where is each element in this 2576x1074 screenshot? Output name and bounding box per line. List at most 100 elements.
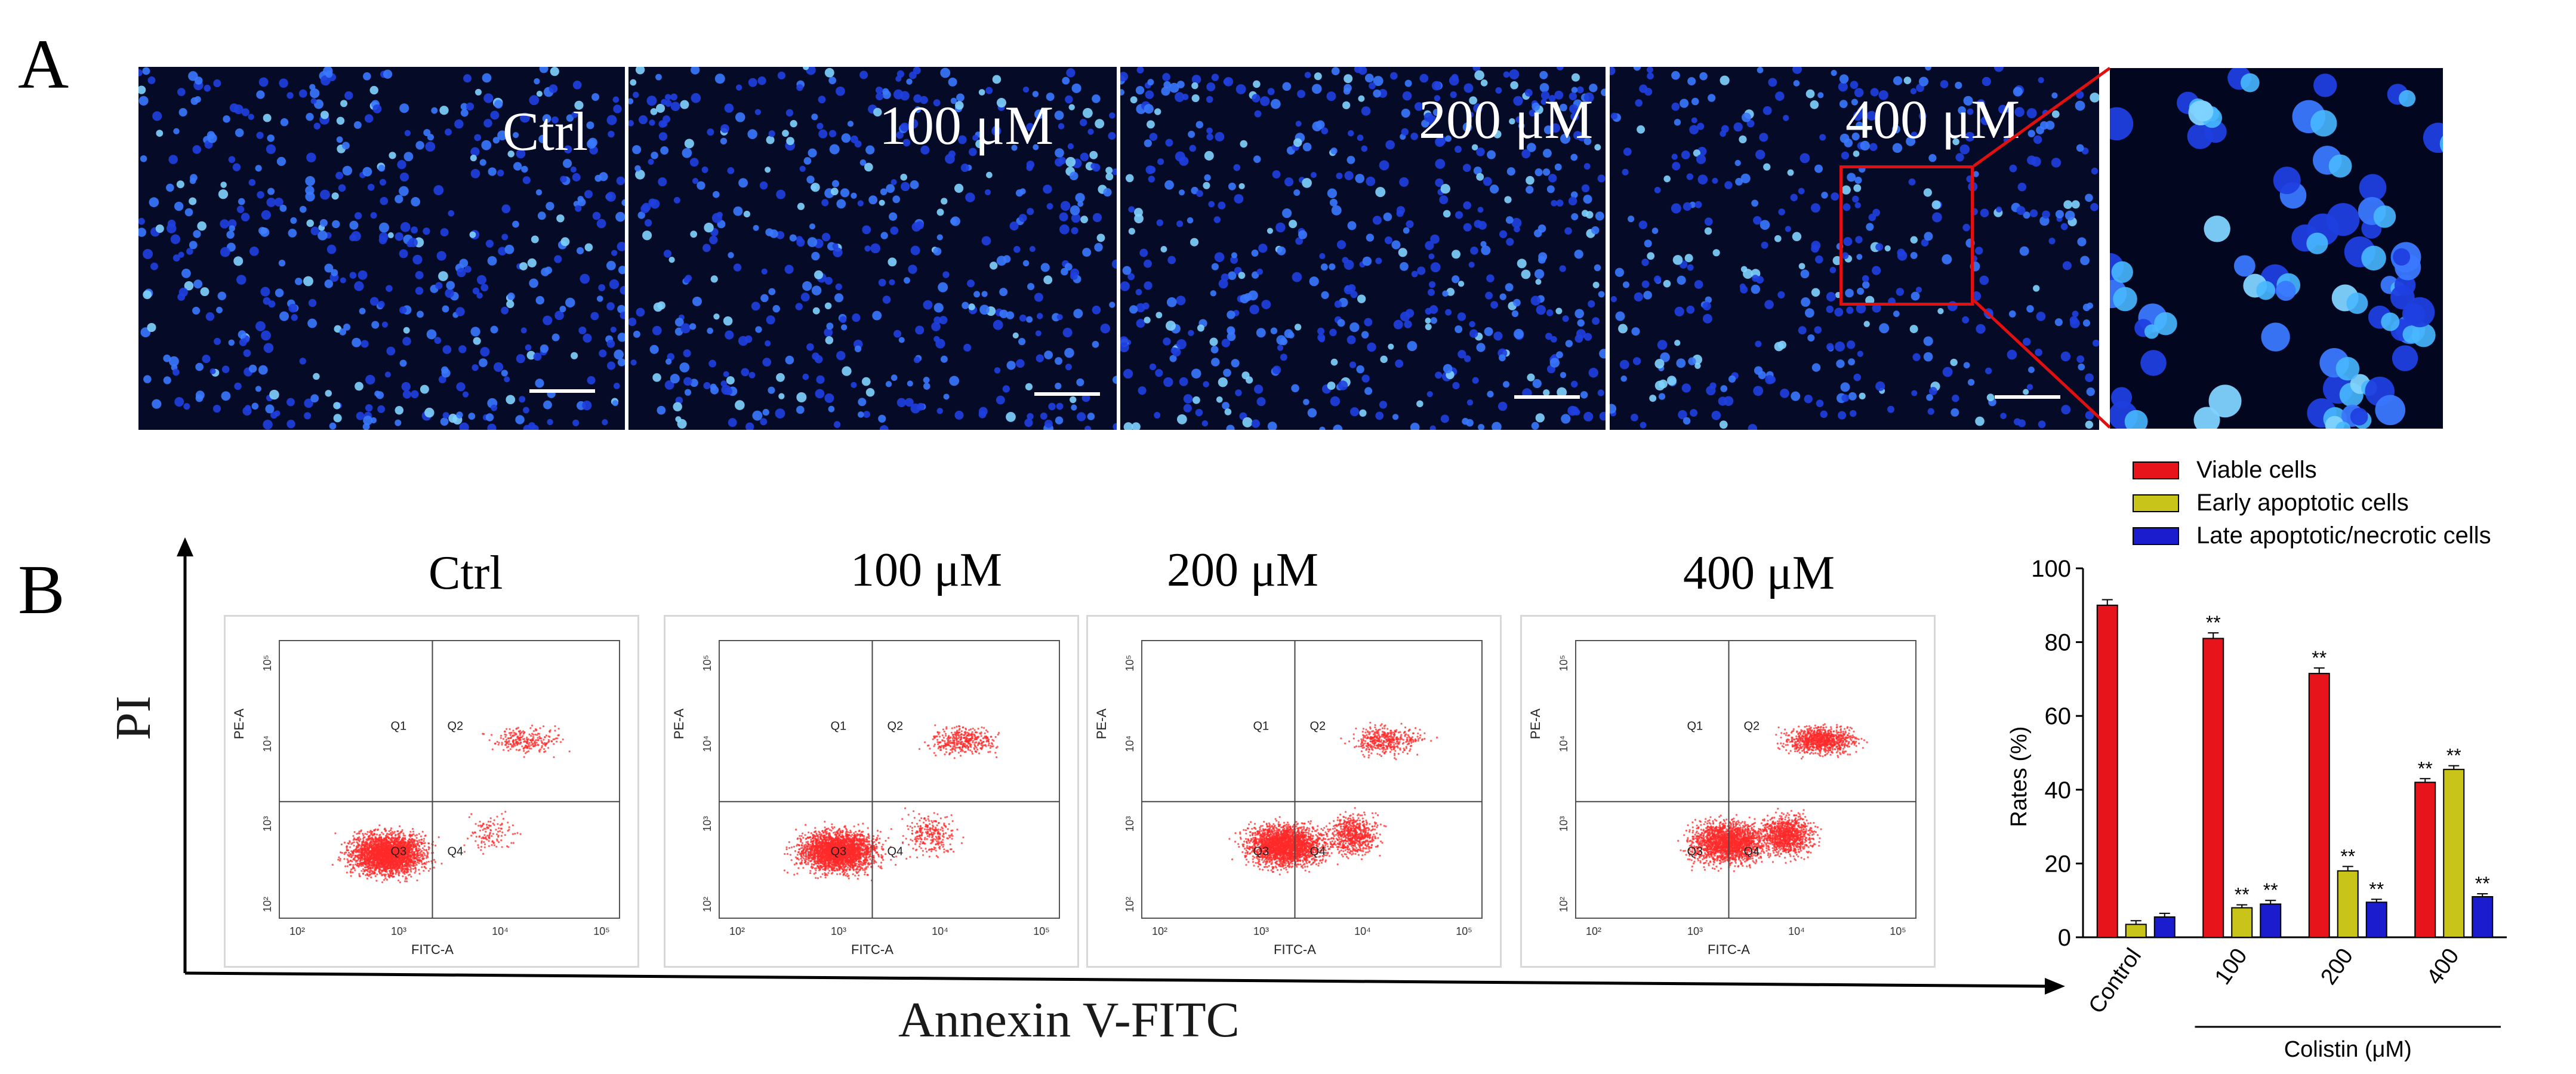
event-dot — [411, 852, 414, 854]
nucleus-mark — [741, 368, 750, 377]
nucleus-mark — [1366, 176, 1376, 186]
event-dot — [428, 842, 430, 845]
nucleus-mark — [1499, 230, 1508, 238]
nucleus-mark — [1407, 341, 1418, 352]
nucleus-mark — [1425, 307, 1432, 315]
nucleus-mark — [1267, 421, 1277, 430]
nucleus-mark — [2055, 210, 2064, 219]
nucleus-mark — [1462, 122, 1472, 132]
event-dot — [369, 852, 372, 854]
nucleus-mark — [571, 111, 578, 118]
nucleus-mark — [712, 191, 720, 198]
nucleus-mark — [1025, 383, 1033, 390]
nucleus-mark — [1506, 167, 1515, 176]
nucleus-mark — [1468, 261, 1475, 268]
event-dot — [387, 856, 390, 858]
event-dot — [423, 866, 426, 868]
nucleus-mark — [1850, 81, 1859, 90]
nucleus-mark — [835, 283, 842, 291]
nucleus-mark — [2029, 209, 2038, 217]
nucleus-mark — [960, 164, 969, 173]
nucleus-mark — [439, 106, 449, 115]
nucleus-mark — [1801, 297, 1811, 307]
nucleus-mark — [1197, 324, 1204, 332]
nucleus-mark — [1018, 214, 1027, 222]
event-dot — [421, 842, 424, 844]
nucleus-mark — [2392, 345, 2418, 371]
nucleus-mark — [1256, 397, 1266, 407]
nucleus-mark — [1535, 279, 1542, 285]
nucleus-mark — [519, 396, 526, 403]
event-dot — [556, 740, 558, 743]
event-dot — [491, 844, 493, 846]
event-dot — [352, 854, 354, 857]
nucleus-mark — [365, 404, 373, 412]
event-dot — [507, 821, 509, 824]
nucleus-mark — [463, 74, 472, 83]
nucleus-mark — [1799, 153, 1810, 164]
nucleus-mark — [613, 383, 620, 389]
nucleus-mark — [824, 328, 833, 337]
nucleus-mark — [895, 75, 902, 82]
nucleus-mark — [954, 183, 964, 193]
event-dot — [399, 860, 402, 862]
scale-bar — [1514, 395, 1580, 399]
nucleus-mark — [369, 297, 379, 306]
event-dot — [402, 832, 405, 835]
nucleus-mark — [1267, 88, 1275, 96]
nucleus-mark — [909, 71, 917, 79]
nucleus-mark — [1845, 288, 1854, 298]
event-dot — [358, 873, 360, 875]
nucleus-mark — [1472, 67, 1481, 72]
event-dot — [532, 743, 534, 746]
nucleus-mark — [1560, 372, 1567, 378]
nucleus-mark — [1354, 67, 1363, 73]
nucleus-mark — [1924, 232, 1933, 241]
nucleus-mark — [274, 410, 281, 417]
nucleus-mark — [1206, 96, 1213, 103]
nucleus-mark — [1487, 390, 1494, 398]
event-dot — [506, 728, 508, 730]
nucleus-mark — [174, 397, 184, 407]
nucleus-mark — [2086, 387, 2095, 396]
nucleus-mark — [1144, 281, 1153, 290]
nucleus-mark — [186, 248, 193, 255]
nucleus-mark — [968, 303, 975, 310]
event-dot — [380, 854, 382, 857]
nucleus-mark — [723, 371, 729, 377]
nucleus-mark — [1931, 212, 1942, 223]
nucleus-mark — [491, 404, 498, 411]
nucleus-mark — [882, 88, 889, 96]
nucleus-mark — [1903, 76, 1912, 84]
event-dot — [409, 830, 412, 833]
nucleus-mark — [1775, 91, 1785, 101]
nucleus-mark — [1467, 111, 1474, 118]
nucleus-mark — [768, 288, 776, 296]
event-dot — [496, 839, 498, 842]
nucleus-mark — [707, 327, 713, 334]
nucleus-mark — [1588, 300, 1595, 308]
event-dot — [544, 736, 546, 738]
nucleus-mark — [1815, 255, 1823, 264]
nucleus-mark — [1967, 378, 1975, 386]
nucleus-mark — [341, 141, 350, 150]
nucleus-mark — [1693, 149, 1701, 157]
nucleus-mark — [723, 316, 733, 326]
nucleus-mark — [1046, 203, 1053, 210]
nucleus-mark — [1937, 307, 1944, 315]
event-dot — [377, 866, 380, 869]
nucleus-mark — [255, 321, 266, 331]
event-dot — [346, 845, 348, 848]
nucleus-mark — [156, 130, 164, 137]
nucleus-mark — [1514, 328, 1524, 339]
nucleus-mark — [441, 368, 451, 378]
nucleus-mark — [1483, 177, 1492, 186]
nucleus-mark — [172, 254, 180, 262]
nucleus-mark — [326, 244, 337, 254]
nucleus-mark — [1481, 245, 1491, 256]
nucleus-mark — [221, 391, 231, 401]
event-dot — [418, 841, 421, 844]
event-dot — [424, 867, 427, 869]
nucleus-mark — [916, 221, 924, 230]
event-dot — [504, 736, 507, 738]
